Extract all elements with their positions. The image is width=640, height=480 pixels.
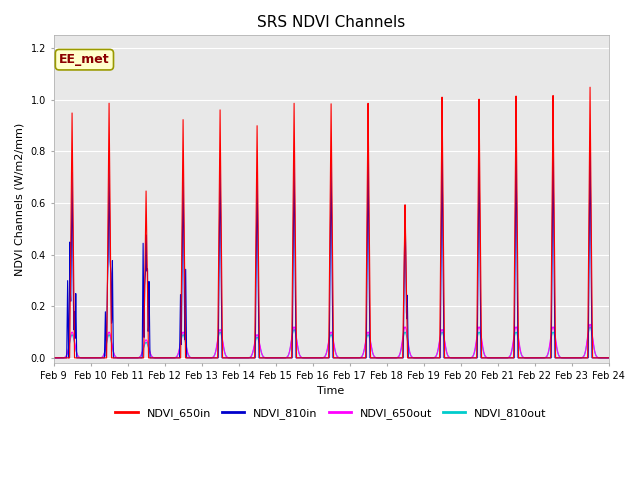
NDVI_810out xyxy=(163,355,170,361)
NDVI_810out xyxy=(408,354,415,360)
Line: NDVI_810in: NDVI_810in xyxy=(54,142,609,358)
NDVI_650out xyxy=(586,322,594,327)
NDVI_650in xyxy=(603,355,611,361)
NDVI_810in xyxy=(603,355,611,361)
NDVI_650out xyxy=(408,354,415,360)
NDVI_650out xyxy=(257,349,265,355)
NDVI_650out xyxy=(605,355,612,361)
NDVI_810out xyxy=(605,355,612,361)
NDVI_650in xyxy=(163,355,170,361)
NDVI_810in xyxy=(257,355,265,361)
NDVI_810in xyxy=(605,355,612,361)
NDVI_810out xyxy=(257,349,265,355)
NDVI_650in xyxy=(586,84,594,90)
NDVI_650in xyxy=(408,355,415,361)
NDVI_810out xyxy=(50,355,58,361)
NDVI_650out xyxy=(486,355,494,361)
NDVI_810in xyxy=(50,355,58,361)
Line: NDVI_650in: NDVI_650in xyxy=(54,87,609,358)
Title: SRS NDVI Channels: SRS NDVI Channels xyxy=(257,15,405,30)
Y-axis label: NDVI Channels (W/m2/mm): NDVI Channels (W/m2/mm) xyxy=(15,122,25,276)
Text: EE_met: EE_met xyxy=(59,53,109,66)
NDVI_810out xyxy=(586,324,594,330)
Line: NDVI_810out: NDVI_810out xyxy=(54,327,609,358)
NDVI_650out xyxy=(603,355,611,361)
NDVI_810in xyxy=(168,355,176,361)
NDVI_650in xyxy=(168,355,176,361)
Legend: NDVI_650in, NDVI_810in, NDVI_650out, NDVI_810out: NDVI_650in, NDVI_810in, NDVI_650out, NDV… xyxy=(111,403,551,423)
NDVI_810out xyxy=(603,355,611,361)
X-axis label: Time: Time xyxy=(317,386,345,396)
NDVI_650in xyxy=(605,355,612,361)
NDVI_810out xyxy=(168,355,176,361)
NDVI_810in xyxy=(586,139,594,144)
NDVI_810out xyxy=(486,355,494,361)
NDVI_650out xyxy=(50,355,58,361)
NDVI_650in xyxy=(257,355,265,361)
NDVI_650out xyxy=(168,355,176,361)
NDVI_810in xyxy=(486,355,494,361)
Line: NDVI_650out: NDVI_650out xyxy=(54,324,609,358)
NDVI_650in xyxy=(486,355,494,361)
NDVI_810in xyxy=(163,355,170,361)
NDVI_650out xyxy=(163,355,170,361)
NDVI_810in xyxy=(408,355,415,361)
NDVI_650in xyxy=(50,355,58,361)
